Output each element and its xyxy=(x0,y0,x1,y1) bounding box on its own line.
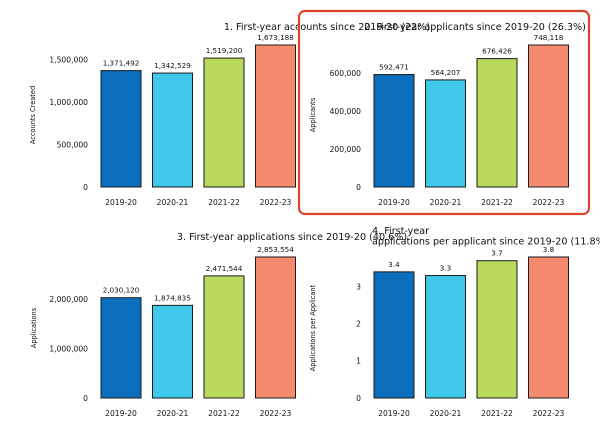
y-tick-label: 0 xyxy=(356,183,361,192)
data-label: 592,471 xyxy=(379,63,409,72)
bar xyxy=(203,275,245,399)
data-label: 676,426 xyxy=(482,47,512,56)
data-label: 564,207 xyxy=(431,68,461,77)
y-axis-label: Applications xyxy=(30,307,38,348)
y-tick-label: 2 xyxy=(356,320,361,329)
data-label: 1,519,200 xyxy=(206,46,243,55)
y-tick-label: 2,000,000 xyxy=(49,295,88,304)
bar xyxy=(100,297,142,399)
x-tick-label: 2021-22 xyxy=(481,409,513,418)
chart-title-line: applications per applicant since 2019-20… xyxy=(372,237,600,248)
bar xyxy=(528,256,569,399)
y-tick-label: 400,000 xyxy=(330,107,362,116)
data-label: 748,118 xyxy=(534,33,564,42)
y-tick-label: 600,000 xyxy=(330,69,362,78)
y-tick-label: 500,000 xyxy=(57,140,89,149)
highlight-border xyxy=(297,9,591,216)
chart-title-line: 4. First-year xyxy=(372,226,429,237)
bar xyxy=(152,304,193,399)
data-label: 3.8 xyxy=(543,245,555,254)
data-label: 2,853,554 xyxy=(257,245,294,254)
y-tick-label: 0 xyxy=(83,394,88,403)
y-axis-label: Accounts Created xyxy=(29,86,37,144)
data-label: 1,342,529 xyxy=(154,61,191,70)
bar xyxy=(373,74,415,188)
x-tick-label: 2019-20 xyxy=(378,409,410,418)
y-axis-label: Applications per Applicant xyxy=(309,284,317,371)
x-tick-label: 2019-20 xyxy=(105,409,137,418)
x-tick-label: 2022-23 xyxy=(260,198,292,207)
x-tick-label: 2020-21 xyxy=(157,198,189,207)
data-label: 3.3 xyxy=(440,264,451,273)
chart-title: 2. First-year applicants since 2019-20 (… xyxy=(364,22,586,33)
y-axis-label: Applicants xyxy=(309,97,317,132)
x-tick-label: 2022-23 xyxy=(533,198,565,207)
data-label: 1,874,835 xyxy=(154,293,191,302)
bar xyxy=(528,44,569,188)
data-label: 2,030,120 xyxy=(103,286,140,295)
bar xyxy=(255,256,296,399)
bar xyxy=(203,57,245,188)
bar xyxy=(373,271,415,399)
x-tick-label: 2020-21 xyxy=(430,198,462,207)
data-label: 3.7 xyxy=(491,249,502,258)
y-tick-label: 1 xyxy=(356,357,361,366)
y-tick-label: 1,000,000 xyxy=(49,98,88,107)
x-tick-label: 2020-21 xyxy=(430,409,462,418)
x-tick-label: 2022-23 xyxy=(533,409,565,418)
data-label: 2,471,544 xyxy=(206,264,243,273)
x-tick-label: 2020-21 xyxy=(157,409,189,418)
data-label: 3.4 xyxy=(388,260,400,269)
bar xyxy=(476,260,518,399)
data-label: 1,371,492 xyxy=(103,59,140,68)
y-tick-label: 3 xyxy=(356,282,361,291)
y-tick-label: 0 xyxy=(356,394,361,403)
y-tick-label: 1,500,000 xyxy=(49,55,88,64)
x-tick-label: 2019-20 xyxy=(105,198,137,207)
x-tick-label: 2019-20 xyxy=(378,198,410,207)
x-tick-label: 2022-23 xyxy=(260,409,292,418)
bar xyxy=(476,58,518,188)
y-tick-label: 200,000 xyxy=(330,145,362,154)
data-label: 1,673,188 xyxy=(257,33,294,42)
y-tick-label: 0 xyxy=(83,183,88,192)
chart-title: 3. First-year applications since 2019-20… xyxy=(177,232,407,243)
bar xyxy=(425,79,466,188)
x-tick-label: 2021-22 xyxy=(208,198,240,207)
y-tick-label: 1,000,000 xyxy=(49,344,88,353)
bar xyxy=(100,70,142,188)
bar xyxy=(152,72,193,188)
chart-title: 1. First-year accounts since 2019-20 (22… xyxy=(224,22,430,33)
bar xyxy=(255,44,296,188)
bar xyxy=(425,275,466,399)
x-tick-label: 2021-22 xyxy=(481,198,513,207)
x-tick-label: 2021-22 xyxy=(208,409,240,418)
